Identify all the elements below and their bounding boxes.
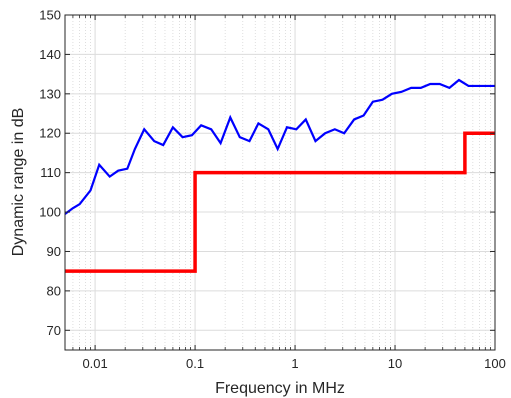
- x-tick-labels: 0.01 0.1 1 10 100: [82, 356, 505, 371]
- y-tick-label: 100: [39, 205, 61, 220]
- x-axis-label: Frequency in MHz: [215, 380, 345, 397]
- x-tick-label: 10: [388, 356, 402, 371]
- x-tick-label: 100: [484, 356, 506, 371]
- limit-step-line: [65, 131, 495, 273]
- series-layer: [64, 78, 495, 273]
- y-tick-label: 110: [40, 165, 61, 180]
- plot-area: [65, 15, 495, 350]
- y-tick-label: 140: [39, 47, 61, 62]
- y-tick-label: 150: [39, 8, 61, 23]
- y-tick-labels: 70 80 90 100 110 120 130 140 150: [39, 8, 61, 338]
- minor-grid: [72, 15, 491, 350]
- y-tick-label: 130: [39, 86, 61, 101]
- tick-marks: [65, 14, 496, 350]
- x-tick-label: 0.1: [186, 356, 204, 371]
- dynamic-range-line: [64, 78, 495, 215]
- y-tick-label: 70: [47, 323, 61, 338]
- y-tick-label: 80: [47, 283, 61, 298]
- y-tick-label: 90: [47, 244, 61, 259]
- plot-frame: [64, 14, 496, 351]
- x-tick-label: 1: [291, 356, 298, 371]
- x-tick-label: 0.01: [82, 356, 107, 371]
- y-tick-label: 120: [39, 126, 61, 141]
- y-axis-label: Dynamic range in dB: [10, 108, 27, 257]
